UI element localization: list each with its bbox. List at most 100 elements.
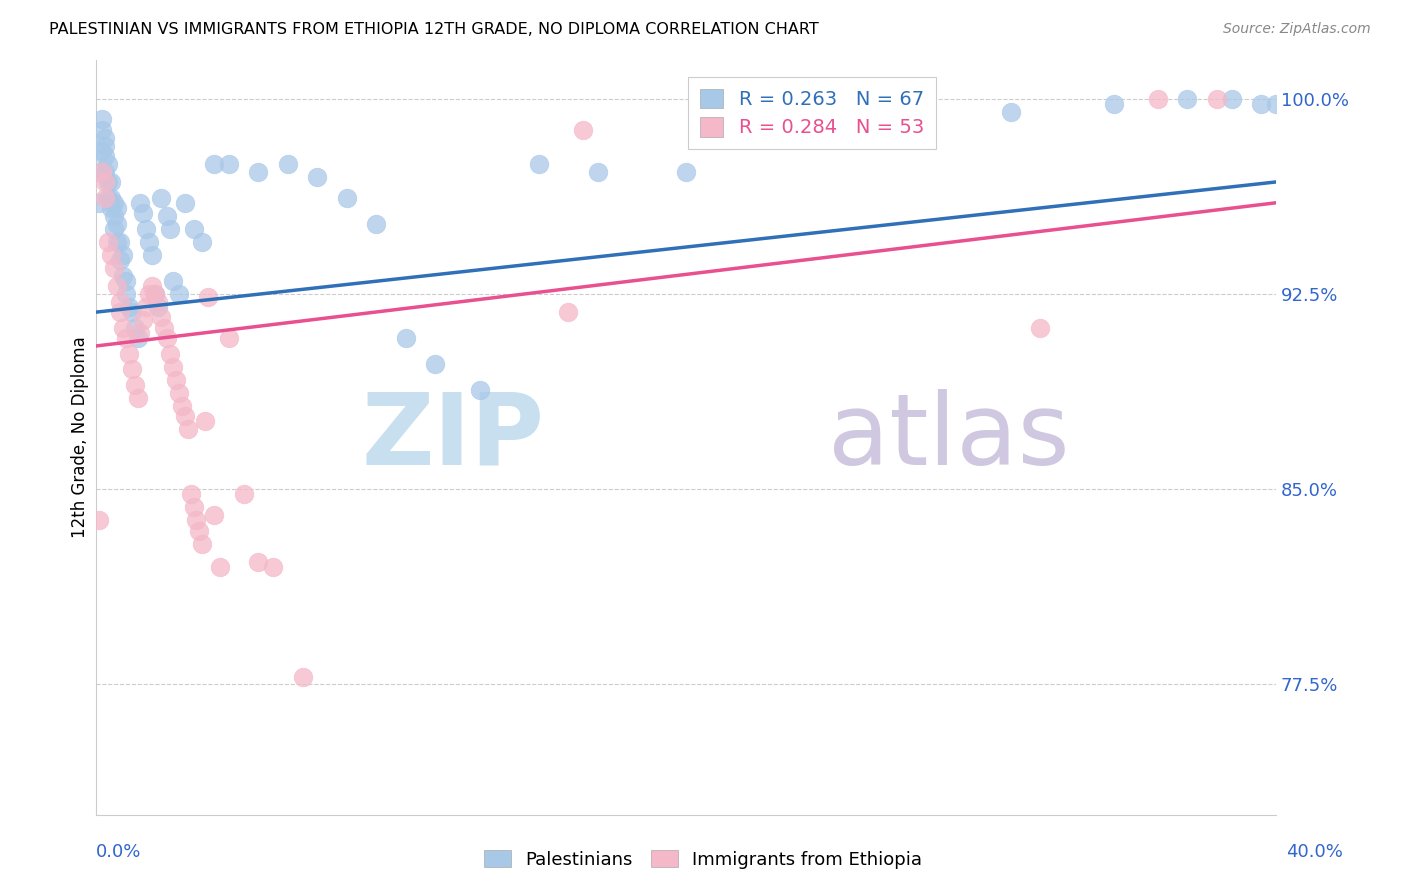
Point [173, 195, 195, 210]
Point [557, 305, 579, 319]
Point [1206, 92, 1229, 106]
Text: Source: ZipAtlas.com: Source: ZipAtlas.com [1223, 22, 1371, 37]
Point [527, 157, 550, 171]
Point [94, 138, 117, 153]
Point [572, 123, 595, 137]
Point [823, 96, 845, 111]
Point [124, 320, 146, 334]
Point [118, 347, 141, 361]
Point [1029, 320, 1052, 334]
Point [191, 537, 214, 551]
Text: 40.0%: 40.0% [1286, 843, 1343, 861]
Point [103, 222, 125, 236]
Point [307, 169, 329, 184]
Text: atlas: atlas [828, 389, 1070, 485]
Point [146, 300, 169, 314]
Point [194, 414, 217, 428]
Point [121, 362, 143, 376]
Point [97, 157, 120, 171]
Point [159, 347, 181, 361]
Text: 0.0%: 0.0% [96, 843, 141, 861]
Point [186, 513, 208, 527]
Point [94, 164, 117, 178]
Point [150, 310, 173, 325]
Point [97, 175, 120, 189]
Point [89, 164, 111, 178]
Point [156, 209, 179, 223]
Point [162, 274, 184, 288]
Point [167, 286, 190, 301]
Point [111, 248, 134, 262]
Point [366, 217, 388, 231]
Point [108, 235, 131, 249]
Point [100, 175, 122, 189]
Point [97, 235, 120, 249]
Point [108, 305, 131, 319]
Text: PALESTINIAN VS IMMIGRANTS FROM ETHIOPIA 12TH GRADE, NO DIPLOMA CORRELATION CHART: PALESTINIAN VS IMMIGRANTS FROM ETHIOPIA … [49, 22, 818, 37]
Point [146, 294, 169, 309]
Point [94, 130, 117, 145]
Point [586, 164, 609, 178]
Point [277, 157, 299, 171]
Point [94, 149, 117, 163]
Point [100, 248, 122, 262]
Text: ZIP: ZIP [361, 389, 544, 485]
Point [105, 279, 128, 293]
Point [162, 359, 184, 374]
Y-axis label: 12th Grade, No Diploma: 12th Grade, No Diploma [72, 336, 89, 538]
Point [114, 331, 136, 345]
Point [468, 383, 491, 397]
Point [103, 195, 125, 210]
Point [202, 508, 225, 523]
Legend: Palestinians, Immigrants from Ethiopia: Palestinians, Immigrants from Ethiopia [477, 843, 929, 876]
Point [675, 164, 697, 178]
Point [1220, 92, 1243, 106]
Point [129, 195, 152, 210]
Point [247, 164, 270, 178]
Point [159, 222, 181, 236]
Point [425, 357, 447, 371]
Point [94, 175, 117, 189]
Point [100, 190, 122, 204]
Point [262, 560, 284, 574]
Point [395, 331, 418, 345]
Point [1102, 96, 1125, 111]
Legend: R = 0.263   N = 67, R = 0.284   N = 53: R = 0.263 N = 67, R = 0.284 N = 53 [689, 77, 936, 149]
Point [100, 201, 122, 215]
Point [132, 313, 155, 327]
Point [129, 326, 152, 340]
Point [183, 222, 205, 236]
Point [183, 500, 205, 515]
Point [103, 260, 125, 275]
Point [127, 331, 149, 345]
Point [105, 235, 128, 249]
Point [91, 164, 114, 178]
Point [91, 123, 114, 137]
Point [103, 209, 125, 223]
Point [173, 409, 195, 424]
Point [247, 555, 270, 569]
Point [176, 422, 198, 436]
Point [121, 305, 143, 319]
Point [150, 190, 173, 204]
Point [291, 670, 314, 684]
Point [138, 235, 160, 249]
Point [141, 248, 163, 262]
Point [143, 286, 166, 301]
Point [202, 157, 225, 171]
Point [141, 279, 163, 293]
Point [89, 513, 111, 527]
Point [1147, 92, 1170, 106]
Point [108, 294, 131, 309]
Point [94, 190, 117, 204]
Point [153, 320, 176, 334]
Point [1177, 92, 1199, 106]
Point [114, 274, 136, 288]
Point [91, 144, 114, 158]
Point [336, 190, 359, 204]
Point [89, 195, 111, 210]
Point [97, 190, 120, 204]
Point [165, 373, 187, 387]
Point [180, 487, 202, 501]
Point [170, 399, 193, 413]
